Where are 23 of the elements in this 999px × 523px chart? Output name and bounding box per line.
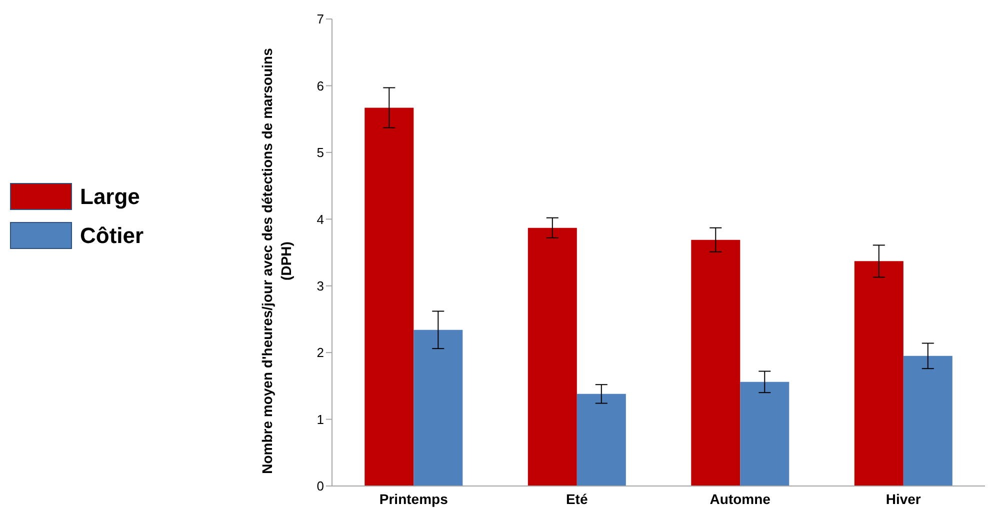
y-tick-label: 3	[316, 278, 324, 294]
bar	[576, 394, 626, 486]
x-tick-label: Automne	[710, 490, 771, 507]
x-tick-label: Eté	[566, 490, 588, 507]
y-tick-label: 4	[316, 212, 324, 227]
bar	[740, 382, 790, 486]
bar	[528, 228, 577, 486]
y-tick-label: 5	[316, 145, 324, 160]
y-axis-title: Nombre moyen d'heures/jour avec des détections de marsouins (DPH)	[258, 47, 295, 476]
bar	[364, 108, 414, 486]
y-tick-label: 7	[316, 12, 324, 27]
x-tick-label: Hiver	[886, 490, 922, 507]
y-tick-label: 0	[316, 478, 324, 494]
x-tick-label: Printemps	[379, 490, 448, 507]
bar	[414, 330, 463, 486]
bar	[854, 261, 904, 486]
bar	[691, 240, 740, 486]
y-tick-label: 6	[316, 78, 324, 94]
y-tick-label: 2	[316, 345, 324, 360]
y-tick-label: 1	[316, 412, 324, 427]
legend-label: Côtier	[80, 222, 144, 248]
legend-label: Large	[80, 184, 140, 210]
bar	[903, 356, 952, 486]
